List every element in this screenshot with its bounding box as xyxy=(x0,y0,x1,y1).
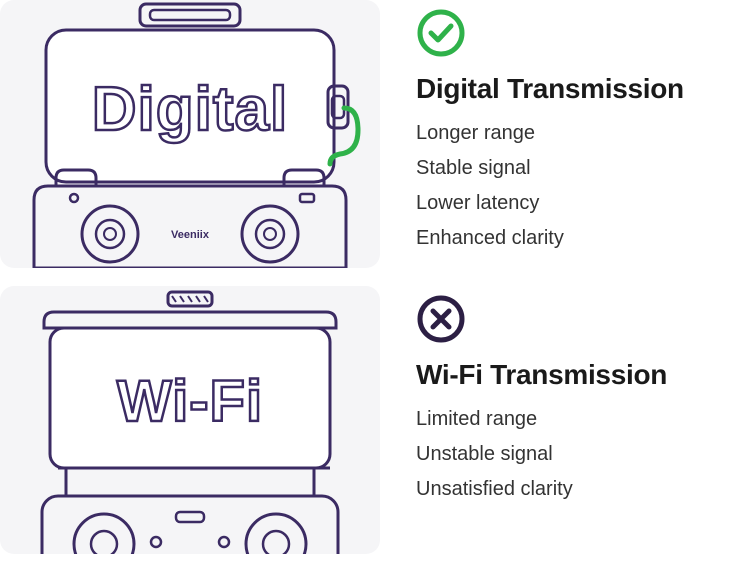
title-digital: Digital Transmission xyxy=(416,73,750,105)
feature-list-wifi: Limited range Unstable signal Unsatisfie… xyxy=(416,405,750,504)
comparison-container: Veeniix Digital Digital Transmission Lon… xyxy=(0,0,750,554)
brand-label: Veeniix xyxy=(171,229,210,241)
feature-item: Unsatisfied clarity xyxy=(416,475,750,504)
feature-item: Stable signal xyxy=(416,154,750,183)
feature-item: Lower latency xyxy=(416,189,750,218)
feature-item: Unstable signal xyxy=(416,440,750,469)
text-panel-wifi: Wi-Fi Transmission Limited range Unstabl… xyxy=(416,286,750,504)
illustration-digital: Veeniix Digital xyxy=(0,0,380,268)
check-icon xyxy=(416,8,750,63)
screen-text-digital: Digital xyxy=(92,75,288,144)
row-digital: Veeniix Digital Digital Transmission Lon… xyxy=(0,0,750,268)
title-wifi: Wi-Fi Transmission xyxy=(416,359,750,391)
feature-list-digital: Longer range Stable signal Lower latency… xyxy=(416,119,750,253)
feature-item: Limited range xyxy=(416,405,750,434)
illustration-wifi: Wi-Fi xyxy=(0,286,380,554)
cross-icon xyxy=(416,294,750,349)
feature-item: Enhanced clarity xyxy=(416,224,750,253)
text-panel-digital: Digital Transmission Longer range Stable… xyxy=(416,0,750,253)
row-wifi: Wi-Fi Wi-Fi Transmission Limited range U… xyxy=(0,286,750,554)
screen-text-wifi: Wi-Fi xyxy=(117,369,263,434)
feature-item: Longer range xyxy=(416,119,750,148)
